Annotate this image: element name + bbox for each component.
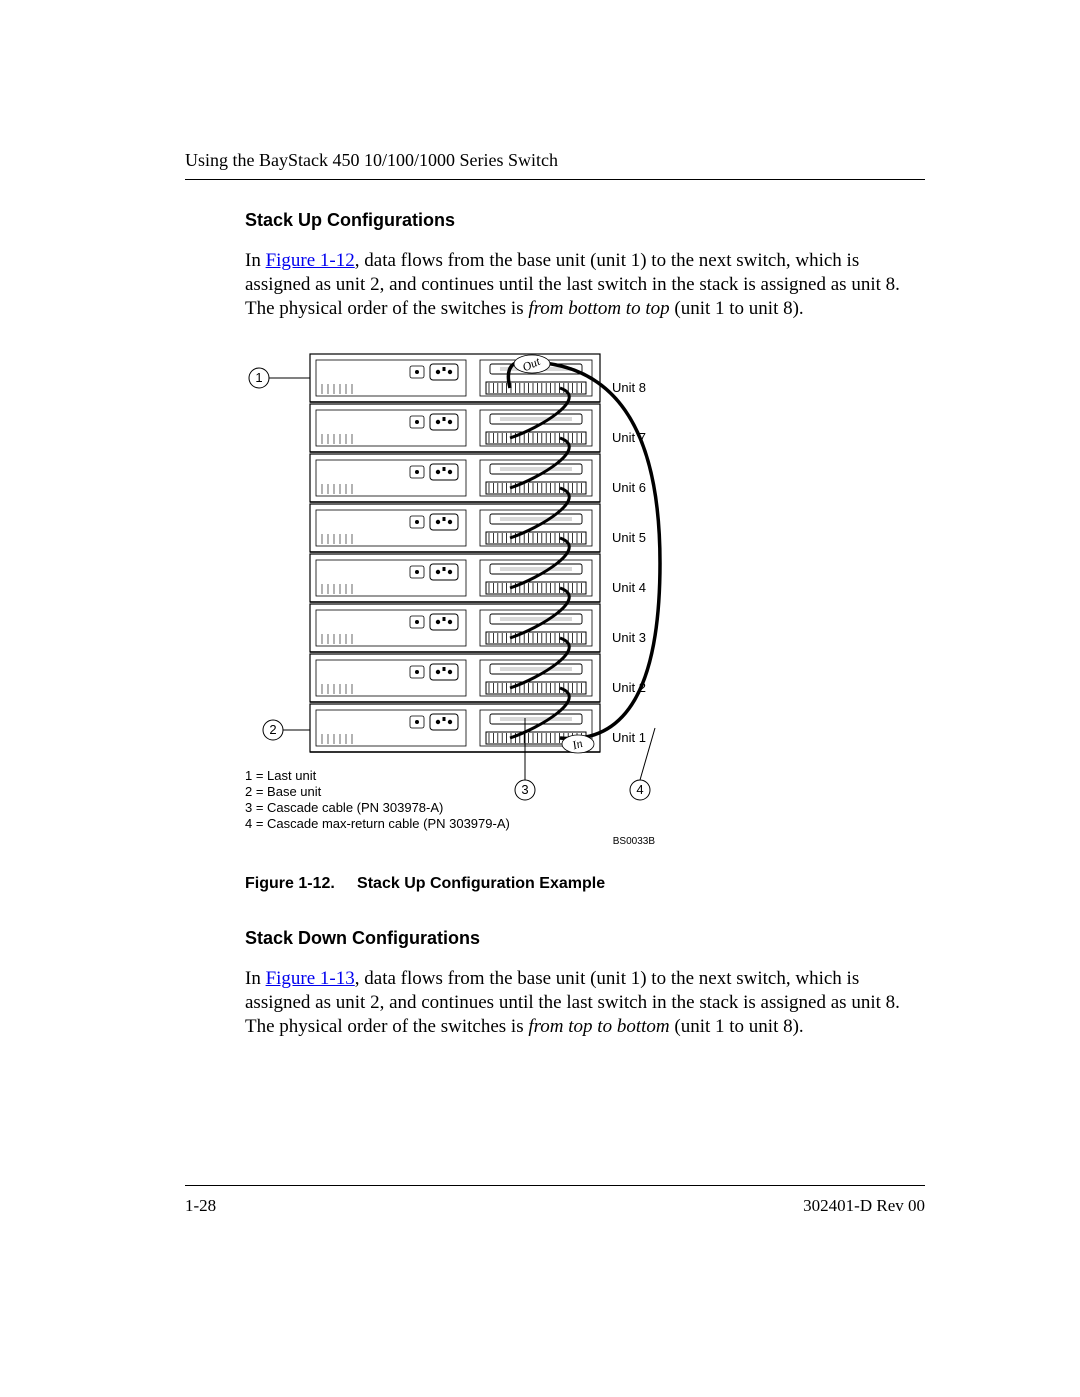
xref-figure-1-13[interactable]: Figure 1-13: [266, 968, 355, 989]
figure-caption-num: Figure 1-12.: [245, 875, 335, 892]
svg-text:1: 1: [255, 370, 262, 385]
page-content: Using the BayStack 450 10/100/1000 Serie…: [185, 150, 925, 1059]
switch-unit: [310, 654, 600, 702]
para-stack-down: In Figure 1-13, data flows from the base…: [245, 967, 925, 1038]
figure-1-12: Unit 8Unit 7Unit 6Unit 5Unit 4Unit 3Unit…: [245, 350, 925, 865]
switch-unit: [310, 554, 600, 602]
unit-label: Unit 1: [612, 730, 646, 745]
stack-diagram: Unit 8Unit 7Unit 6Unit 5Unit 4Unit 3Unit…: [245, 350, 805, 860]
figure-caption: Figure 1-12. Stack Up Configuration Exam…: [245, 875, 925, 893]
in-label: In: [562, 735, 594, 753]
switch-unit: [310, 404, 600, 452]
xref-figure-1-12[interactable]: Figure 1-12: [266, 250, 355, 271]
switch-unit: [310, 354, 600, 402]
unit-label: Unit 4: [612, 580, 646, 595]
switch-unit: [310, 604, 600, 652]
unit-label: Unit 6: [612, 480, 646, 495]
running-head: Using the BayStack 450 10/100/1000 Serie…: [185, 150, 925, 180]
para-stack-up: In Figure 1-12, data flows from the base…: [245, 249, 925, 320]
para2-ital: from top to bottom: [528, 1016, 669, 1037]
legend-4: 4 = Cascade max-return cable (PN 303979-…: [245, 816, 510, 831]
svg-text:3: 3: [521, 782, 528, 797]
legend-2: 2 = Base unit: [245, 784, 322, 799]
doc-revision: 302401-D Rev 00: [803, 1196, 925, 1216]
svg-text:4: 4: [636, 782, 643, 797]
unit-label: Unit 5: [612, 530, 646, 545]
svg-text:2: 2: [269, 722, 276, 737]
legend-1: 1 = Last unit: [245, 768, 317, 783]
unit-label: Unit 3: [612, 630, 646, 645]
heading-stack-down: Stack Down Configurations: [245, 928, 925, 949]
para1-end: (unit 1 to unit 8).: [670, 298, 804, 319]
page-footer: 1-28 302401-D Rev 00: [185, 1185, 925, 1216]
para2-pre: In: [245, 968, 266, 989]
switch-unit: [310, 504, 600, 552]
legend-3: 3 = Cascade cable (PN 303978-A): [245, 800, 443, 815]
para1-pre: In: [245, 250, 266, 271]
para2-end: (unit 1 to unit 8).: [670, 1016, 804, 1037]
callout-2: 2: [263, 720, 310, 740]
para1-ital: from bottom to top: [528, 298, 669, 319]
callout-1: 1: [249, 368, 310, 388]
figure-caption-title: Stack Up Configuration Example: [357, 875, 605, 892]
heading-stack-up: Stack Up Configurations: [245, 210, 925, 231]
unit-label: Unit 8: [612, 380, 646, 395]
page-number: 1-28: [185, 1196, 216, 1216]
figure-code: BS0033B: [613, 836, 656, 847]
switch-unit: [310, 454, 600, 502]
switch-unit: [310, 704, 600, 752]
